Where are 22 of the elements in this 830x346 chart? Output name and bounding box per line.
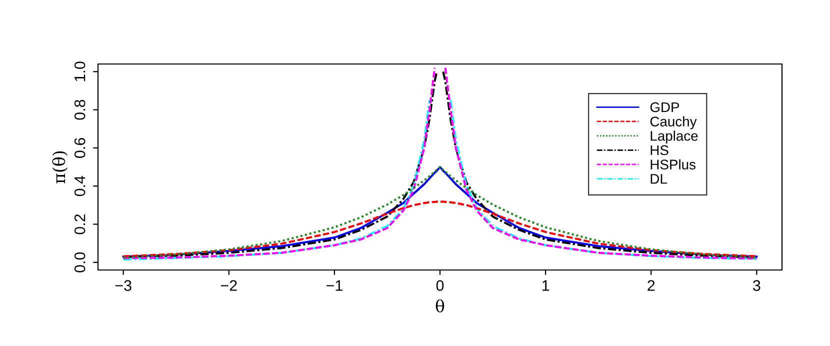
- x-tick-label: 2: [648, 280, 655, 291]
- line-series: [122, 200, 758, 258]
- y-tick-label: 0.0: [74, 252, 86, 272]
- legend-label: GDP: [650, 102, 680, 112]
- y-tick-label: 0.2: [74, 214, 86, 234]
- y-tick-label: 0.4: [74, 176, 86, 196]
- x-tick-label: 3: [753, 280, 760, 291]
- legend-label: DL: [650, 174, 667, 184]
- legend-label: HS: [650, 145, 668, 156]
- legend-label: Cauchy: [650, 116, 697, 130]
- y-tick-label: 0.8: [74, 100, 86, 120]
- legend-label: HSPlus: [650, 159, 696, 170]
- y-tick-label: 1.0: [74, 62, 86, 82]
- y-tick-label: 0.6: [74, 138, 86, 158]
- y-axis-title: π(θ): [52, 151, 68, 184]
- x-tick-label: −1: [326, 280, 342, 291]
- x-tick-label: −3: [115, 280, 132, 291]
- x-tick-label: 0: [436, 280, 444, 291]
- x-tick-label: −2: [220, 280, 237, 291]
- x-tick-label: 1: [542, 280, 550, 291]
- x-axis-title: θ: [436, 299, 444, 312]
- legend-label: Laplace: [650, 130, 698, 144]
